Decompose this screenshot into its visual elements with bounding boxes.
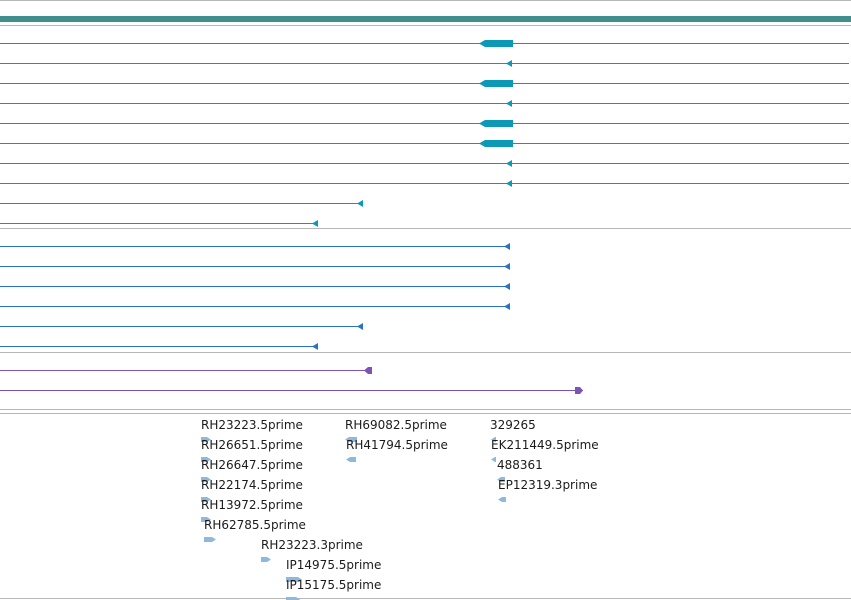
exon-block[interactable] [479, 140, 513, 147]
est-label-9[interactable]: RH69082.5prime [345, 418, 447, 432]
repeat-block[interactable] [575, 387, 583, 394]
est-label-0[interactable]: RH23223.5prime [201, 418, 303, 432]
strand-arrow [506, 60, 512, 67]
protein-5[interactable] [0, 323, 363, 330]
transcript-3[interactable] [0, 80, 849, 87]
strand-arrow [312, 220, 318, 227]
est-glyph-7[interactable] [286, 577, 302, 582]
est-glyph-6[interactable] [261, 557, 271, 562]
strand-arrow [506, 100, 512, 107]
gene-span-bar[interactable] [0, 16, 851, 22]
transcript-1[interactable] [0, 40, 849, 47]
est-glyph-0[interactable] [201, 437, 211, 442]
strand-arrow [506, 180, 512, 187]
strand-arrow [504, 283, 510, 290]
est-label-7[interactable]: IP14975.5prime [286, 558, 382, 572]
transcript-7[interactable] [0, 160, 849, 167]
est-label-2[interactable]: RH26647.5prime [201, 458, 303, 472]
est-label-5[interactable]: RH62785.5prime [204, 518, 306, 532]
transcript-4[interactable] [0, 100, 849, 107]
est-label-1[interactable]: RH26651.5prime [201, 438, 303, 452]
exon-block[interactable] [479, 120, 513, 127]
est-glyph-10[interactable] [346, 457, 356, 462]
est-glyph-9[interactable] [345, 437, 357, 442]
est-label-8[interactable]: IP15175.5prime [286, 578, 382, 592]
protein-1[interactable] [0, 243, 510, 250]
exon-block[interactable] [479, 80, 513, 87]
est-glyph-2[interactable] [201, 477, 211, 482]
est-glyph-11[interactable] [491, 437, 496, 442]
strand-arrow [504, 243, 510, 250]
est-label-12[interactable]: EK211449.5prime [491, 438, 599, 452]
strand-arrow [357, 323, 363, 330]
est-glyph-14[interactable] [498, 497, 506, 502]
est-label-11[interactable]: 329265 [490, 418, 536, 432]
repeat-block[interactable] [364, 367, 372, 374]
strand-arrow [506, 160, 512, 167]
protein-2[interactable] [0, 263, 510, 270]
exon-block[interactable] [479, 40, 513, 47]
est-glyph-1[interactable] [201, 457, 211, 462]
protein-3[interactable] [0, 283, 510, 290]
protein-4[interactable] [0, 303, 510, 310]
protein-track [0, 243, 510, 350]
est-glyph-5[interactable] [204, 537, 216, 542]
est-glyph-4[interactable] [201, 517, 211, 522]
transcript-track [0, 40, 849, 227]
strand-arrow [312, 343, 318, 350]
est-label-14[interactable]: EP12319.3prime [498, 478, 598, 492]
est-label-4[interactable]: RH13972.5prime [201, 498, 303, 512]
est-track [201, 437, 506, 600]
transcript-5[interactable] [0, 120, 849, 127]
est-glyph-8[interactable] [286, 597, 300, 600]
transcript-8[interactable] [0, 180, 849, 187]
est-glyph-12[interactable] [491, 457, 496, 462]
repeat-2[interactable] [0, 387, 583, 394]
repeat-1[interactable] [0, 367, 372, 374]
protein-6[interactable] [0, 343, 318, 350]
strand-arrow [504, 263, 510, 270]
est-label-6[interactable]: RH23223.3prime [261, 538, 363, 552]
strand-arrow [504, 303, 510, 310]
est-glyph-13[interactable] [497, 477, 505, 482]
strand-arrow [357, 200, 363, 207]
transcript-10[interactable] [0, 220, 318, 227]
transcript-6[interactable] [0, 140, 849, 147]
est-label-3[interactable]: RH22174.5prime [201, 478, 303, 492]
transcript-9[interactable] [0, 200, 363, 207]
est-label-13[interactable]: 488361 [497, 458, 543, 472]
transcript-2[interactable] [0, 60, 849, 67]
repeat-track [0, 367, 583, 394]
est-glyph-3[interactable] [201, 497, 211, 502]
est-label-10[interactable]: RH41794.5prime [346, 438, 448, 452]
